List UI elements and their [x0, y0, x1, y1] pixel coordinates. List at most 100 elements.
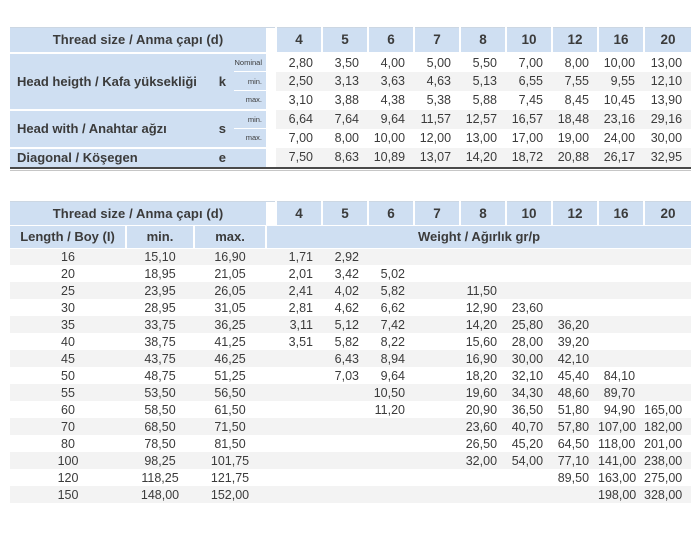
column-gap [266, 435, 277, 452]
weight-value-cell: 25,80 [506, 316, 553, 333]
weight-value-cell: 57,80 [552, 418, 599, 435]
weight-value-cell [414, 316, 461, 333]
weight-value-cell [552, 299, 599, 316]
weight-value-cell [276, 435, 323, 452]
weight-value-cell: 20,90 [460, 401, 507, 418]
weight-value-cell: 14,20 [460, 316, 507, 333]
dimension-value-cell: 14,20 [460, 147, 507, 167]
weight-value-cell: 42,10 [552, 350, 599, 367]
dimension-value-cell: 3,63 [368, 71, 415, 91]
length-cell: 100 [10, 452, 126, 469]
dimension-value-cell: 23,16 [598, 109, 645, 129]
weight-value-cell: 36,20 [552, 316, 599, 333]
weight-value-cell [644, 282, 692, 299]
dimension-value-cell: 5,00 [414, 52, 461, 72]
length-min-cell: 38,75 [126, 333, 194, 350]
length-row: 55 53,50 56,50 10,50 19,60 34,30 48,60 89,70 [10, 384, 692, 401]
length-min-cell: 18,95 [126, 265, 194, 282]
table-gap [10, 171, 700, 201]
weight-value-cell: 54,00 [506, 452, 553, 469]
thread-size-col-header: 4 [275, 27, 323, 54]
weight-value-cell: 328,00 [644, 486, 692, 503]
spec-sheet: Thread size / Anma çapı (d) 4 5 6 7 8 10 12 16 20… [10, 27, 700, 503]
weight-value-cell: 5,82 [368, 282, 415, 299]
thread-size-col-header: 6 [367, 201, 415, 226]
column-gap [266, 71, 277, 91]
weight-value-cell [322, 418, 369, 435]
thread-size-col-header: 6 [367, 27, 415, 54]
column-gap [266, 201, 277, 225]
dimension-value-cell: 16,57 [506, 109, 553, 129]
dimension-value-cell: 8,45 [552, 90, 599, 110]
weight-value-cell: 19,60 [460, 384, 507, 401]
weight-value-cell: 275,00 [644, 469, 692, 486]
weight-value-cell [552, 282, 599, 299]
dimension-value-cell: 12,57 [460, 109, 507, 129]
thread-size-col-header: 5 [321, 201, 369, 226]
thread-size-col-header: 4 [275, 201, 323, 226]
weight-value-cell [414, 299, 461, 316]
weight-value-cell [368, 452, 415, 469]
length-cell: 80 [10, 435, 126, 452]
weight-value-cell [414, 265, 461, 282]
weight-value-cell: 2,01 [276, 265, 323, 282]
column-gap [266, 128, 277, 148]
column-gap [266, 401, 277, 418]
dimension-value-cell: 7,50 [276, 147, 323, 167]
length-min-cell: 28,95 [126, 299, 194, 316]
weight-value-cell [506, 486, 553, 503]
weight-value-cell [322, 469, 369, 486]
dimension-value-cell: 10,00 [598, 52, 645, 72]
weight-value-cell [598, 333, 645, 350]
dimension-value-cell: 12,00 [414, 128, 461, 148]
thread-size-col-header: 7 [413, 201, 461, 226]
dimension-value-cell: 4,00 [368, 52, 415, 72]
weight-value-cell: 28,00 [506, 333, 553, 350]
weight-value-cell: 4,62 [322, 299, 369, 316]
length-min-cell: 78,50 [126, 435, 194, 452]
weight-value-cell: 89,50 [552, 469, 599, 486]
weight-value-cell: 5,82 [322, 333, 369, 350]
dimension-value-cell: 3,13 [322, 71, 369, 91]
weight-value-cell [644, 299, 692, 316]
weight-value-cell [598, 299, 645, 316]
dimension-value-cell: 8,63 [322, 147, 369, 167]
length-row: 45 43,75 46,25 6,43 8,94 16,90 30,00 42,10 [10, 350, 692, 367]
dimension-value-cell: 6,55 [506, 71, 553, 91]
weight-value-cell: 3,42 [322, 265, 369, 282]
weight-value-cell [598, 248, 645, 265]
weight-value-cell [460, 469, 507, 486]
weight-value-cell [276, 452, 323, 469]
dimension-value-cell: 10,00 [368, 128, 415, 148]
weight-value-cell: 36,50 [506, 401, 553, 418]
length-cell: 55 [10, 384, 126, 401]
length-cell: 60 [10, 401, 126, 418]
weight-value-cell [368, 248, 415, 265]
weight-value-cell [414, 486, 461, 503]
length-min-cell: 15,10 [126, 248, 194, 265]
length-min-cell: 98,25 [126, 452, 194, 469]
thread-size-col-header: 20 [643, 201, 692, 226]
weight-value-cell: 15,60 [460, 333, 507, 350]
weight-value-cell [414, 350, 461, 367]
sub-row-label: min. [234, 71, 267, 91]
length-max-cell: 16,90 [194, 248, 267, 265]
weight-value-cell: 163,00 [598, 469, 645, 486]
weight-value-cell [276, 367, 323, 384]
weight-value-cell: 6,43 [322, 350, 369, 367]
length-row: 150 148,00 152,00 198,00 328,00 [10, 486, 692, 503]
weight-value-cell [322, 452, 369, 469]
weight-value-cell [414, 401, 461, 418]
weight-value-cell: 2,81 [276, 299, 323, 316]
dimension-value-cell: 4,38 [368, 90, 415, 110]
thread-size-col-header: 5 [321, 27, 369, 54]
dimension-group-label: Head with / Anahtar ağzı [10, 108, 210, 148]
column-gap [266, 367, 277, 384]
dimension-value-cell: 5,13 [460, 71, 507, 91]
length-max-cell: 81,50 [194, 435, 267, 452]
length-row: 35 33,75 36,25 3,11 5,12 7,42 14,20 25,80 36,20 [10, 316, 692, 333]
length-cell: 70 [10, 418, 126, 435]
weight-value-cell [552, 486, 599, 503]
length-min-cell: 23,95 [126, 282, 194, 299]
dimension-value-cell: 24,00 [598, 128, 645, 148]
